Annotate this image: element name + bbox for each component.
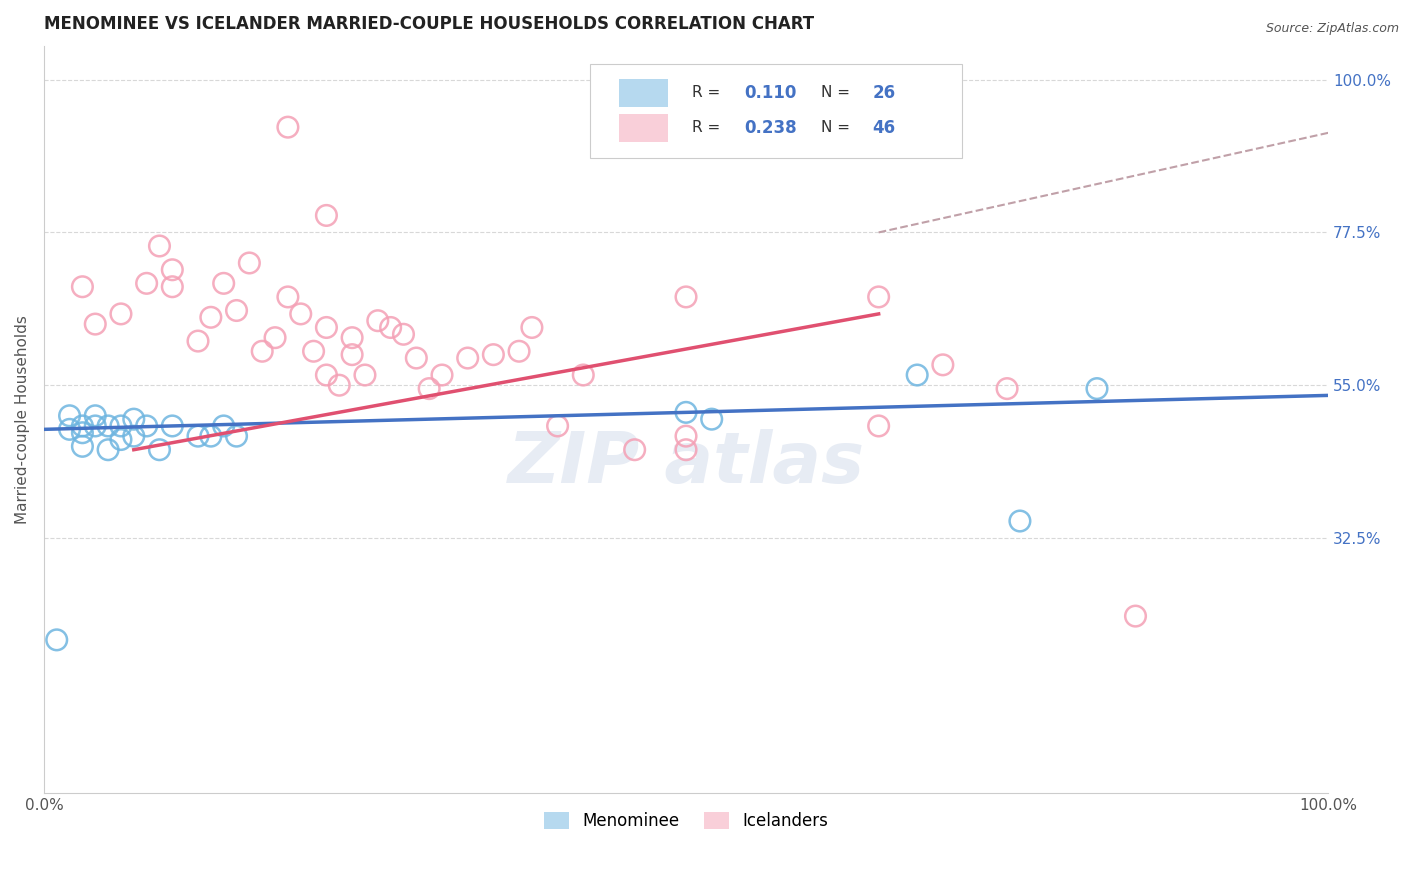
Point	[238, 256, 260, 270]
Point	[1008, 514, 1031, 528]
Text: MENOMINEE VS ICELANDER MARRIED-COUPLE HOUSEHOLDS CORRELATION CHART: MENOMINEE VS ICELANDER MARRIED-COUPLE HO…	[44, 15, 814, 33]
Point	[623, 442, 645, 457]
Point	[520, 320, 543, 334]
Text: R =: R =	[692, 120, 725, 136]
Text: ZIP atlas: ZIP atlas	[508, 429, 865, 499]
Point	[162, 279, 184, 293]
Point	[277, 120, 299, 135]
Point	[1125, 609, 1147, 624]
Point	[700, 412, 723, 426]
Point	[380, 320, 402, 334]
Point	[367, 314, 389, 328]
Point	[315, 209, 337, 223]
Point	[932, 358, 955, 372]
Point	[547, 419, 569, 434]
Point	[340, 331, 363, 345]
Point	[675, 442, 697, 457]
Point	[315, 368, 337, 382]
Point	[212, 277, 235, 291]
Point	[162, 262, 184, 277]
Text: 0.110: 0.110	[744, 84, 796, 102]
Point	[110, 419, 132, 434]
Point	[264, 331, 287, 345]
Point	[162, 419, 184, 434]
Point	[72, 425, 94, 440]
Text: 46: 46	[872, 119, 896, 136]
Point	[675, 405, 697, 419]
Point	[148, 239, 170, 253]
Point	[72, 419, 94, 434]
Point	[277, 290, 299, 304]
Point	[212, 419, 235, 434]
Point	[200, 310, 222, 325]
Text: 0.238: 0.238	[744, 119, 796, 136]
Point	[340, 348, 363, 362]
Point	[302, 344, 325, 359]
Text: R =: R =	[692, 86, 725, 100]
Point	[354, 368, 377, 382]
Text: Source: ZipAtlas.com: Source: ZipAtlas.com	[1265, 22, 1399, 36]
Point	[225, 429, 247, 443]
Point	[482, 348, 505, 362]
Y-axis label: Married-couple Households: Married-couple Households	[15, 315, 30, 524]
Point	[135, 277, 157, 291]
Point	[572, 368, 595, 382]
Text: 26: 26	[872, 84, 896, 102]
Point	[135, 419, 157, 434]
Point	[868, 290, 890, 304]
Point	[905, 368, 928, 382]
Bar	[619, 113, 668, 142]
Point	[430, 368, 453, 382]
Point	[200, 429, 222, 443]
Point	[122, 412, 145, 426]
Point	[72, 279, 94, 293]
Point	[405, 351, 427, 365]
Point	[225, 303, 247, 318]
Point	[110, 307, 132, 321]
Point	[45, 632, 67, 647]
Point	[148, 442, 170, 457]
Point	[84, 317, 107, 331]
Point	[508, 344, 530, 359]
Point	[187, 334, 209, 348]
Point	[187, 429, 209, 443]
Point	[675, 290, 697, 304]
Point	[250, 344, 273, 359]
Point	[290, 307, 312, 321]
Point	[995, 382, 1018, 396]
Text: N =: N =	[821, 120, 855, 136]
Point	[328, 378, 350, 392]
Point	[868, 419, 890, 434]
Point	[110, 433, 132, 447]
Point	[418, 382, 440, 396]
Point	[315, 320, 337, 334]
Legend: Menominee, Icelanders: Menominee, Icelanders	[537, 805, 835, 837]
Point	[58, 409, 80, 423]
Point	[97, 419, 120, 434]
Point	[84, 419, 107, 434]
Text: N =: N =	[821, 86, 855, 100]
FancyBboxPatch shape	[589, 64, 962, 158]
Point	[58, 422, 80, 436]
Point	[97, 442, 120, 457]
Point	[122, 429, 145, 443]
Point	[457, 351, 479, 365]
Point	[675, 429, 697, 443]
Point	[1085, 382, 1108, 396]
Point	[392, 327, 415, 342]
Point	[84, 409, 107, 423]
Bar	[619, 78, 668, 107]
Point	[72, 439, 94, 453]
